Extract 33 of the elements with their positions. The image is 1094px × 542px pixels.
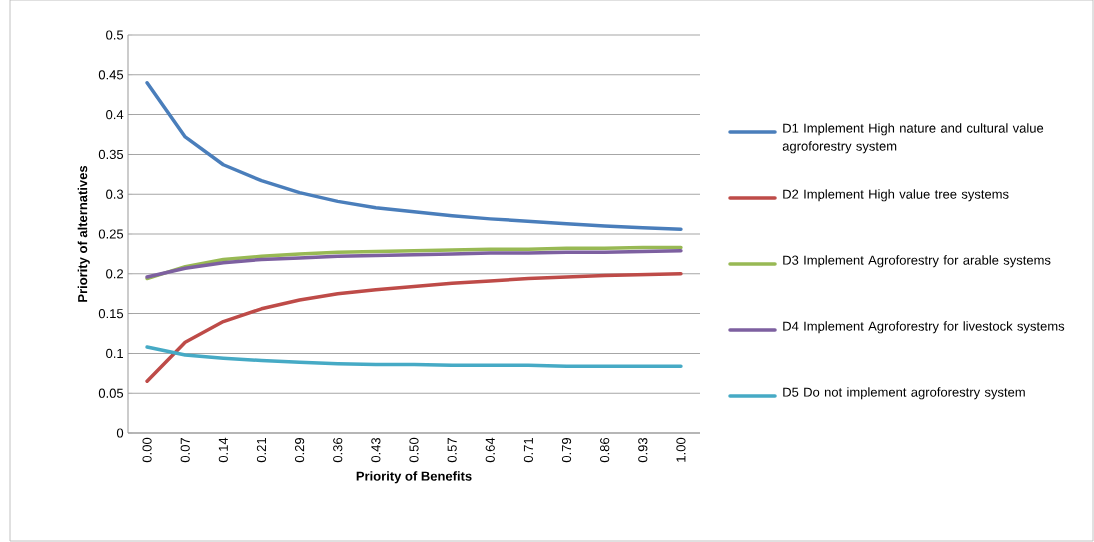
x-tick-label: 0.57 <box>447 438 457 463</box>
y-tick-label: 0.1 <box>106 348 124 358</box>
y-tick-label: 0.3 <box>106 189 124 199</box>
legend-label: D4 Implement Agroforestry for livestock systems <box>783 321 1065 334</box>
x-tick-label: 0.64 <box>485 437 495 463</box>
y-tick-label: 0.05 <box>98 388 124 398</box>
y-tick-label: 0.5 <box>106 30 124 40</box>
x-tick-label: 0.00 <box>142 437 152 463</box>
x-tick-label: 1.00 <box>676 437 686 462</box>
x-tick-label: 0.93 <box>638 437 648 463</box>
y-tick-label: 0 <box>116 428 124 438</box>
legend-label: D1 Implement High nature and cultural value agroforestry system <box>782 123 1044 154</box>
x-tick-label: 0.71 <box>523 438 534 463</box>
y-tick-label: 0.45 <box>98 70 124 80</box>
x-tick-label: 0.21 <box>256 438 267 463</box>
x-tick-label: 0.43 <box>371 437 381 463</box>
x-tick-label: 0.50 <box>409 437 419 463</box>
y-tick-label: 0.25 <box>98 229 124 239</box>
x-tick-label: 0.79 <box>561 437 572 463</box>
x-tick-label: 0.14 <box>218 437 228 463</box>
y-tick-label: 0.35 <box>98 149 124 159</box>
legend-label: D5 Do not implement agroforestry system <box>783 387 1025 400</box>
y-axis-title: Priority of alternatives <box>77 165 90 302</box>
y-tick-label: 0.15 <box>98 309 124 319</box>
y-tick-label: 0.4 <box>106 110 124 120</box>
legend-label: D2 Implement High value tree systems <box>783 189 1009 202</box>
y-tick-label: 0.2 <box>106 269 123 279</box>
legend-label: D3 Implement Agroforestry for arable systems <box>783 255 1051 268</box>
x-tick-label: 0.07 <box>180 438 190 463</box>
x-tick-label: 0.36 <box>333 437 343 463</box>
x-tick-label: 0.86 <box>600 437 610 463</box>
x-tick-label: 0.29 <box>295 437 305 463</box>
x-axis-title: Priority of Benefits <box>356 471 472 484</box>
